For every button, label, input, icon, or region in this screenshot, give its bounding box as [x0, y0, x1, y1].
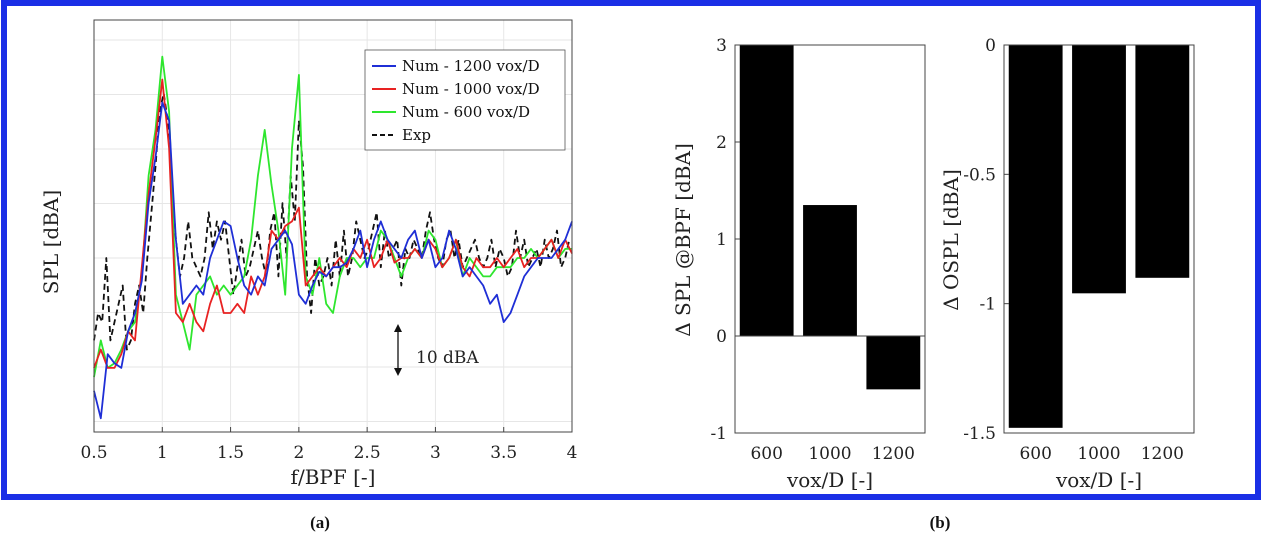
- line-chart-x-ticks: 0.5 1 1.5 2 2.5 3 3.5 4: [80, 427, 577, 463]
- delta-spl-y-tick-label: -1: [710, 424, 727, 444]
- delta-spl-y-tick-label: 2: [716, 133, 727, 153]
- delta-spl-x-label: vox/D [-]: [786, 468, 873, 492]
- delta-ospl-bar-600: [1008, 45, 1063, 428]
- delta-spl-x-tick-label: 1200: [872, 444, 915, 464]
- delta-ospl-bar-1000: [1072, 45, 1126, 294]
- line-chart-x-label: f/BPF [-]: [291, 465, 376, 489]
- delta-spl-y-tick-label: 3: [716, 36, 727, 56]
- scale-annotation: 10 dBA: [394, 324, 479, 376]
- delta-ospl-y-tick-label: 0: [985, 36, 996, 56]
- line-chart-x-tick-label: 3.5: [490, 443, 517, 463]
- delta-spl-x-tick-label: 600: [750, 444, 782, 464]
- delta-ospl-y-tick-label: -1: [979, 295, 996, 315]
- delta-ospl-y-label: Δ OSPL [dBA]: [939, 169, 963, 311]
- delta-spl-bars: [735, 45, 925, 390]
- line-chart-x-tick-label: 4: [567, 443, 578, 463]
- series-line-exp: [93, 92, 571, 351]
- delta-ospl-x-tick-label: 1000: [1077, 444, 1120, 464]
- legend-label-600: Num - 600 vox/D: [402, 103, 530, 121]
- series-line-num-1200-vox-d: [93, 101, 573, 420]
- line-chart-x-tick-label: 2: [293, 443, 304, 463]
- caption-a: (a): [310, 513, 330, 532]
- legend-label-exp: Exp: [402, 126, 431, 144]
- delta-spl-bar-1000: [803, 205, 857, 336]
- legend-label-1000: Num - 1000 vox/D: [402, 80, 540, 98]
- delta-spl-y-label: Δ SPL @BPF [dBA]: [671, 143, 695, 337]
- delta-ospl-bar-1200: [1135, 45, 1190, 278]
- figure-frame: [1, 0, 1261, 500]
- scale-label: 10 dBA: [416, 348, 479, 368]
- line-chart-series: [93, 55, 573, 420]
- line-chart-x-tick-label: 2.5: [354, 443, 381, 463]
- line-chart-x-tick-label: 0.5: [80, 443, 107, 463]
- line-chart-x-tick-label: 3: [430, 443, 441, 463]
- delta-ospl-plot-area: [1003, 44, 1195, 434]
- delta-spl-x-tick-label: 1000: [808, 444, 851, 464]
- delta-ospl-y-tick-label: -1.5: [963, 424, 996, 444]
- delta-spl-bar-chart: 600 1000 1200 -1 0 1 2 3 vox/D [-] Δ SPL @BPF […: [671, 36, 926, 492]
- delta-ospl-bar-chart: 600 1000 1200 -1.5 -1 -0.5 0 vox/D [-] Δ OSPL …: [939, 36, 1195, 492]
- line-chart-y-label: SPL [dBA]: [39, 190, 63, 294]
- delta-ospl-x-tick-label: 600: [1019, 444, 1051, 464]
- spl-line-chart: 0.5 1 1.5 2 2.5 3 3.5 4 f/BPF [-] SPL [dBA] 10 …: [39, 19, 577, 489]
- delta-spl-ticks: 600 1000 1200 -1 0 1 2 3: [710, 36, 915, 464]
- line-chart-x-tick-label: 1: [157, 443, 168, 463]
- delta-ospl-ticks: 600 1000 1200 -1.5 -1 -0.5 0: [963, 36, 1184, 464]
- legend-label-1200: Num - 1200 vox/D: [402, 57, 540, 75]
- delta-ospl-x-tick-label: 1200: [1141, 444, 1184, 464]
- scale-arrow-up-icon: [394, 324, 402, 332]
- delta-spl-bar-600: [739, 45, 794, 336]
- line-chart-x-tick-label: 1.5: [217, 443, 244, 463]
- delta-spl-y-tick-label: 0: [716, 327, 727, 347]
- line-chart-legend: Num - 1200 vox/D Num - 1000 vox/D Num - …: [364, 49, 566, 151]
- delta-ospl-y-tick-label: -0.5: [963, 165, 996, 185]
- delta-ospl-x-label: vox/D [-]: [1055, 468, 1142, 492]
- delta-ospl-bars: [1004, 44, 1194, 428]
- delta-spl-y-tick-label: 1: [716, 230, 727, 250]
- scale-arrow-down-icon: [394, 368, 402, 376]
- caption-b: (b): [930, 513, 951, 532]
- delta-spl-bar-1200: [866, 336, 921, 390]
- legend-box: [364, 49, 566, 151]
- series-line-num-600-vox-d: [93, 55, 572, 378]
- line-chart-plot-area: [93, 19, 573, 433]
